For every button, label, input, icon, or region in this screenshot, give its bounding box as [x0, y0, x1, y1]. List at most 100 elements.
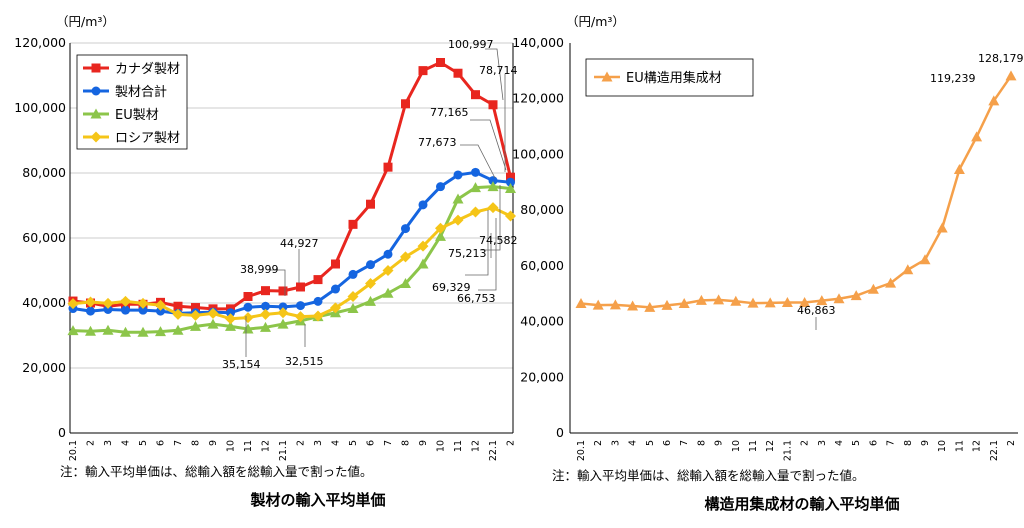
x-tick-label: 4	[331, 440, 342, 446]
x-tick-label: 6	[868, 440, 879, 446]
y-tick-label: 100,000	[14, 100, 66, 115]
data-point	[120, 326, 131, 337]
x-tick-label: 9	[208, 440, 219, 446]
data-point	[296, 301, 305, 311]
data-point	[816, 295, 828, 306]
legend-item: EU製材	[83, 108, 159, 123]
right-annotations: 46,863 119,239 128,179	[797, 52, 1024, 317]
legend-label: ロシア製材	[115, 131, 180, 146]
x-tick-label: 8	[903, 440, 914, 446]
x-tick-label: 7	[886, 440, 897, 446]
data-point	[436, 58, 445, 67]
data-point	[417, 240, 429, 252]
legend-item: カナダ製材	[83, 62, 180, 77]
data-point	[225, 320, 236, 331]
data-point	[365, 278, 376, 289]
data-point	[435, 222, 446, 234]
annotation-eu-final: 75,213	[448, 247, 487, 260]
data-point	[366, 260, 375, 270]
x-tick-label: 2	[800, 440, 811, 446]
y-tick-label: 20,000	[22, 360, 66, 375]
x-tick-label: 3	[313, 440, 324, 446]
right-x-tick-labels: 20.1 2 3 4 5 6 7 8 9 10 11 12 21.1 2 3 4 5 6 7 8 9 10 11 12 22.1…	[576, 440, 1017, 461]
y-tick-label: 80,000	[520, 202, 564, 217]
data-point	[261, 301, 270, 311]
series-0	[575, 70, 1017, 312]
data-point	[453, 170, 463, 180]
right-unit-label: （円/m³）	[566, 14, 625, 29]
data-point	[138, 305, 148, 315]
data-point	[348, 269, 358, 279]
right-note: 注：輸入平均単価は、総輸入額を総輸入量で割った値。	[552, 468, 865, 483]
left-y-tick-labels: 0 20,000 40,000 60,000 80,000 100,000 120,000	[14, 35, 66, 440]
x-tick-label: 11	[453, 440, 464, 452]
legend-marker	[90, 108, 102, 119]
data-point	[1005, 70, 1017, 81]
data-point	[260, 308, 271, 320]
data-point	[575, 297, 587, 308]
x-tick-label: 20.1	[576, 440, 587, 461]
x-tick-label: 7	[679, 440, 690, 446]
data-point	[278, 302, 288, 312]
x-tick-label: 4	[834, 440, 845, 446]
data-point	[506, 177, 515, 187]
x-tick-label: 5	[138, 440, 149, 446]
data-point	[172, 308, 184, 320]
data-point	[365, 295, 376, 306]
legend-item: EU構造用集成材	[594, 70, 722, 86]
x-tick-label: 21.1	[782, 440, 793, 461]
data-point	[295, 311, 306, 323]
x-tick-label: 21.1	[278, 440, 289, 461]
legend-item: 製材合計	[83, 84, 167, 100]
data-point	[919, 254, 931, 265]
x-tick-label: 12	[972, 440, 983, 452]
series-line	[580, 75, 1013, 309]
data-point	[137, 326, 149, 337]
data-point	[452, 193, 464, 204]
data-point	[592, 299, 604, 310]
y-tick-label: 60,000	[22, 230, 66, 245]
data-point	[102, 297, 114, 309]
data-point	[730, 295, 742, 306]
data-point	[436, 182, 445, 192]
legend-label: EU構造用集成材	[626, 70, 722, 86]
x-tick-label: 11	[954, 440, 965, 452]
x-tick-label: 5	[851, 440, 862, 446]
data-point	[67, 298, 79, 310]
data-point	[417, 258, 429, 269]
x-tick-label: 9	[714, 440, 725, 446]
annotation-russia-oct20: 35,154	[222, 358, 261, 371]
y-tick-label: 100,000	[512, 146, 564, 161]
y-tick-label: 40,000	[520, 314, 564, 329]
x-tick-label: 22.1	[488, 440, 499, 461]
x-tick-label: 10	[436, 440, 447, 452]
data-point	[609, 299, 621, 310]
data-point	[277, 307, 289, 319]
data-point	[505, 210, 516, 222]
annotation-glulam-mid: 46,863	[797, 304, 836, 317]
data-point	[505, 183, 516, 194]
x-tick-label: 3	[610, 440, 621, 446]
data-point	[487, 202, 499, 214]
lumber-price-chart: （円/m³） 0 20,000 40,000 60,000 80,000 100,000 1…	[14, 14, 517, 509]
data-point	[242, 323, 254, 334]
data-point	[173, 301, 183, 311]
x-tick-label: 8	[191, 440, 202, 446]
x-tick-label: 22.1	[989, 440, 1000, 461]
data-point	[418, 66, 428, 76]
series-2	[67, 181, 516, 337]
x-tick-label: 4	[121, 440, 132, 446]
left-x-tick-labels: 20.1 2 3 4 5 6 7 8 9 10 11 12 21.1 2 3 4 5 6 7 8 9 10 11 12 22.1…	[68, 440, 517, 461]
data-point	[695, 294, 707, 305]
data-point	[383, 249, 393, 259]
x-tick-label: 6	[156, 440, 167, 446]
x-tick-label: 5	[348, 440, 359, 446]
data-point	[207, 318, 219, 329]
data-point	[67, 325, 79, 336]
x-tick-label: 2	[1006, 440, 1017, 446]
x-tick-label: 2	[506, 440, 517, 446]
annotation-glulam-final: 128,179	[978, 52, 1024, 65]
data-point	[764, 297, 776, 308]
data-point	[470, 206, 481, 218]
data-point	[971, 131, 983, 142]
